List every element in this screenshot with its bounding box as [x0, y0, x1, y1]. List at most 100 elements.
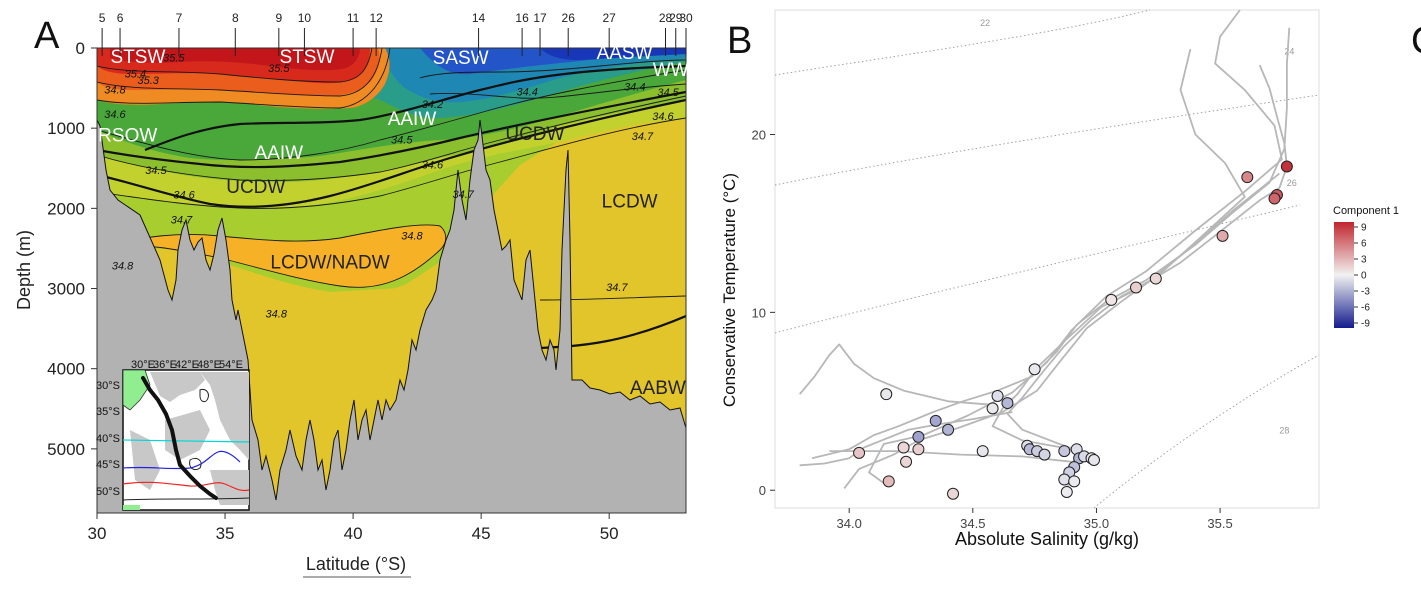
panel-label-c: C: [1411, 20, 1421, 62]
sample-point: [929, 414, 942, 427]
profile-trace: [799, 343, 993, 406]
legend-tick-label: -6: [1361, 303, 1370, 314]
profile-trace: [829, 172, 1280, 463]
water-mass-label: AAIW: [255, 143, 304, 164]
ts-x-tick-label: 35.5: [1207, 516, 1232, 531]
contour-label: 34.5: [145, 165, 167, 177]
panel-label-b: B: [727, 20, 752, 62]
colorbar: [1334, 222, 1354, 328]
section-y-tick-label: 1000: [47, 119, 85, 138]
contour-label: 34.6: [422, 159, 444, 171]
inset-ticks: 30°E36°E42°E48°E54°E 30°S 35°S 40°S 45°S 50°S: [96, 359, 243, 498]
section-x-tick-label: 50: [600, 524, 619, 543]
colorbar-legend: Component 1 9 6 3 0 -3 -6 -9: [1333, 205, 1399, 330]
water-mass-label: UCDW: [505, 124, 564, 145]
contour-label: 34.8: [104, 85, 126, 97]
sample-point: [897, 441, 910, 454]
contour-label: 34.7: [606, 282, 628, 294]
sample-point: [912, 443, 925, 456]
section-axes: 30 35 40 45 50 0 1000 2000 3000 4000 5000: [47, 39, 618, 543]
contour-label: 35.5: [163, 53, 185, 65]
contour-label: 34.5: [391, 134, 413, 146]
section-y-tick-label: 5000: [47, 440, 85, 459]
water-mass-label: WW: [653, 60, 689, 81]
legend-tick-label: 0: [1361, 271, 1367, 282]
sample-point: [1268, 192, 1281, 205]
ts-x-tick-label: 35.0: [1084, 516, 1109, 531]
legend-tick-label: 9: [1361, 223, 1367, 234]
inset-lat-label: 30°S: [96, 380, 120, 392]
section-x-axis-title: Latitude (°S): [306, 554, 406, 574]
sample-point: [1241, 171, 1254, 184]
profile-trace: [799, 411, 1013, 467]
sample-point: [976, 445, 989, 458]
sample-point: [882, 475, 895, 488]
ts-x-tick-label: 34.5: [960, 516, 985, 531]
water-mass-label: AAIW: [388, 109, 437, 130]
sample-point: [1060, 485, 1073, 498]
density-label: 26: [1287, 178, 1297, 188]
contour-label: 35.3: [138, 75, 160, 87]
contour-label: 34.7: [171, 215, 193, 227]
sample-point: [942, 423, 955, 436]
sample-point: [1130, 281, 1143, 294]
sample-point: [947, 487, 960, 500]
density-isoline: [774, 94, 1320, 186]
station-label: 28: [659, 11, 673, 25]
inset-lon-label: 48°E: [197, 359, 221, 371]
sample-point: [986, 402, 999, 415]
contour-label: 35.4: [125, 69, 146, 81]
ts-x-tick-label: 34.0: [837, 516, 862, 531]
station-label: 12: [369, 11, 383, 25]
sample-point: [912, 430, 925, 443]
contour-label: 34.6: [173, 190, 195, 202]
sample-point: [1001, 397, 1014, 410]
sample-point: [1105, 293, 1118, 306]
contour-label: 34.8: [266, 308, 288, 320]
contour-label: 34.8: [401, 231, 423, 243]
sample-point: [1058, 445, 1071, 458]
station-label: 8: [232, 11, 239, 25]
contour-labels: 35.535.535.335.434.834.634.534.634.734.8…: [104, 53, 679, 321]
sample-point: [1216, 229, 1229, 242]
panel-b-ts-diagram: B C 22 24 26 28 34.0 34.5 35.0 35.5 0 10 20 Absol…: [720, 9, 1421, 549]
water-mass-label: AABW: [630, 378, 686, 399]
contour-label: 34.7: [452, 189, 474, 201]
sample-point: [1068, 475, 1081, 488]
inset-lat-label: 50°S: [96, 486, 120, 498]
station-label: 7: [176, 11, 183, 25]
section-x-tick-label: 45: [472, 524, 491, 543]
inset-lon-label: 54°E: [219, 359, 243, 371]
water-mass-label: UCDW: [226, 177, 285, 198]
section-y-tick-label: 4000: [47, 360, 85, 379]
section-x-tick-label: 40: [344, 524, 363, 543]
sample-points: [853, 160, 1293, 500]
ts-plot-area: [774, 9, 1320, 509]
sample-point: [1028, 363, 1041, 376]
station-label: 16: [515, 11, 529, 25]
contour-label: 34.7: [632, 131, 654, 143]
station-label: 6: [117, 11, 124, 25]
density-isolines: 22 24 26 28: [774, 9, 1320, 509]
inset-lon-label: 42°E: [175, 359, 199, 371]
section-y-tick-label: 3000: [47, 280, 85, 299]
inset-lat-label: 40°S: [96, 433, 120, 445]
station-label: 17: [533, 11, 547, 25]
contour-label: 34.8: [112, 260, 134, 272]
contour-label: 35.5: [268, 63, 290, 75]
legend-ticks: 9 6 3 0 -3 -6 -9: [1354, 223, 1370, 330]
inset-lat-label: 45°S: [96, 459, 120, 471]
station-label: 26: [562, 11, 576, 25]
contour-label: 34.6: [652, 111, 674, 123]
section-y-tick-label: 0: [76, 39, 85, 58]
panel-label-a: A: [34, 15, 60, 57]
section-y-axis-title: Depth (m): [14, 230, 34, 310]
panel-a-section: A: [14, 11, 693, 578]
water-mass-label: LCDW/NADW: [270, 252, 389, 273]
sample-point: [1058, 473, 1071, 486]
station-label: 10: [298, 11, 312, 25]
inset-lat-label: 35°S: [96, 406, 120, 418]
section-y-tick-label: 2000: [47, 199, 85, 218]
